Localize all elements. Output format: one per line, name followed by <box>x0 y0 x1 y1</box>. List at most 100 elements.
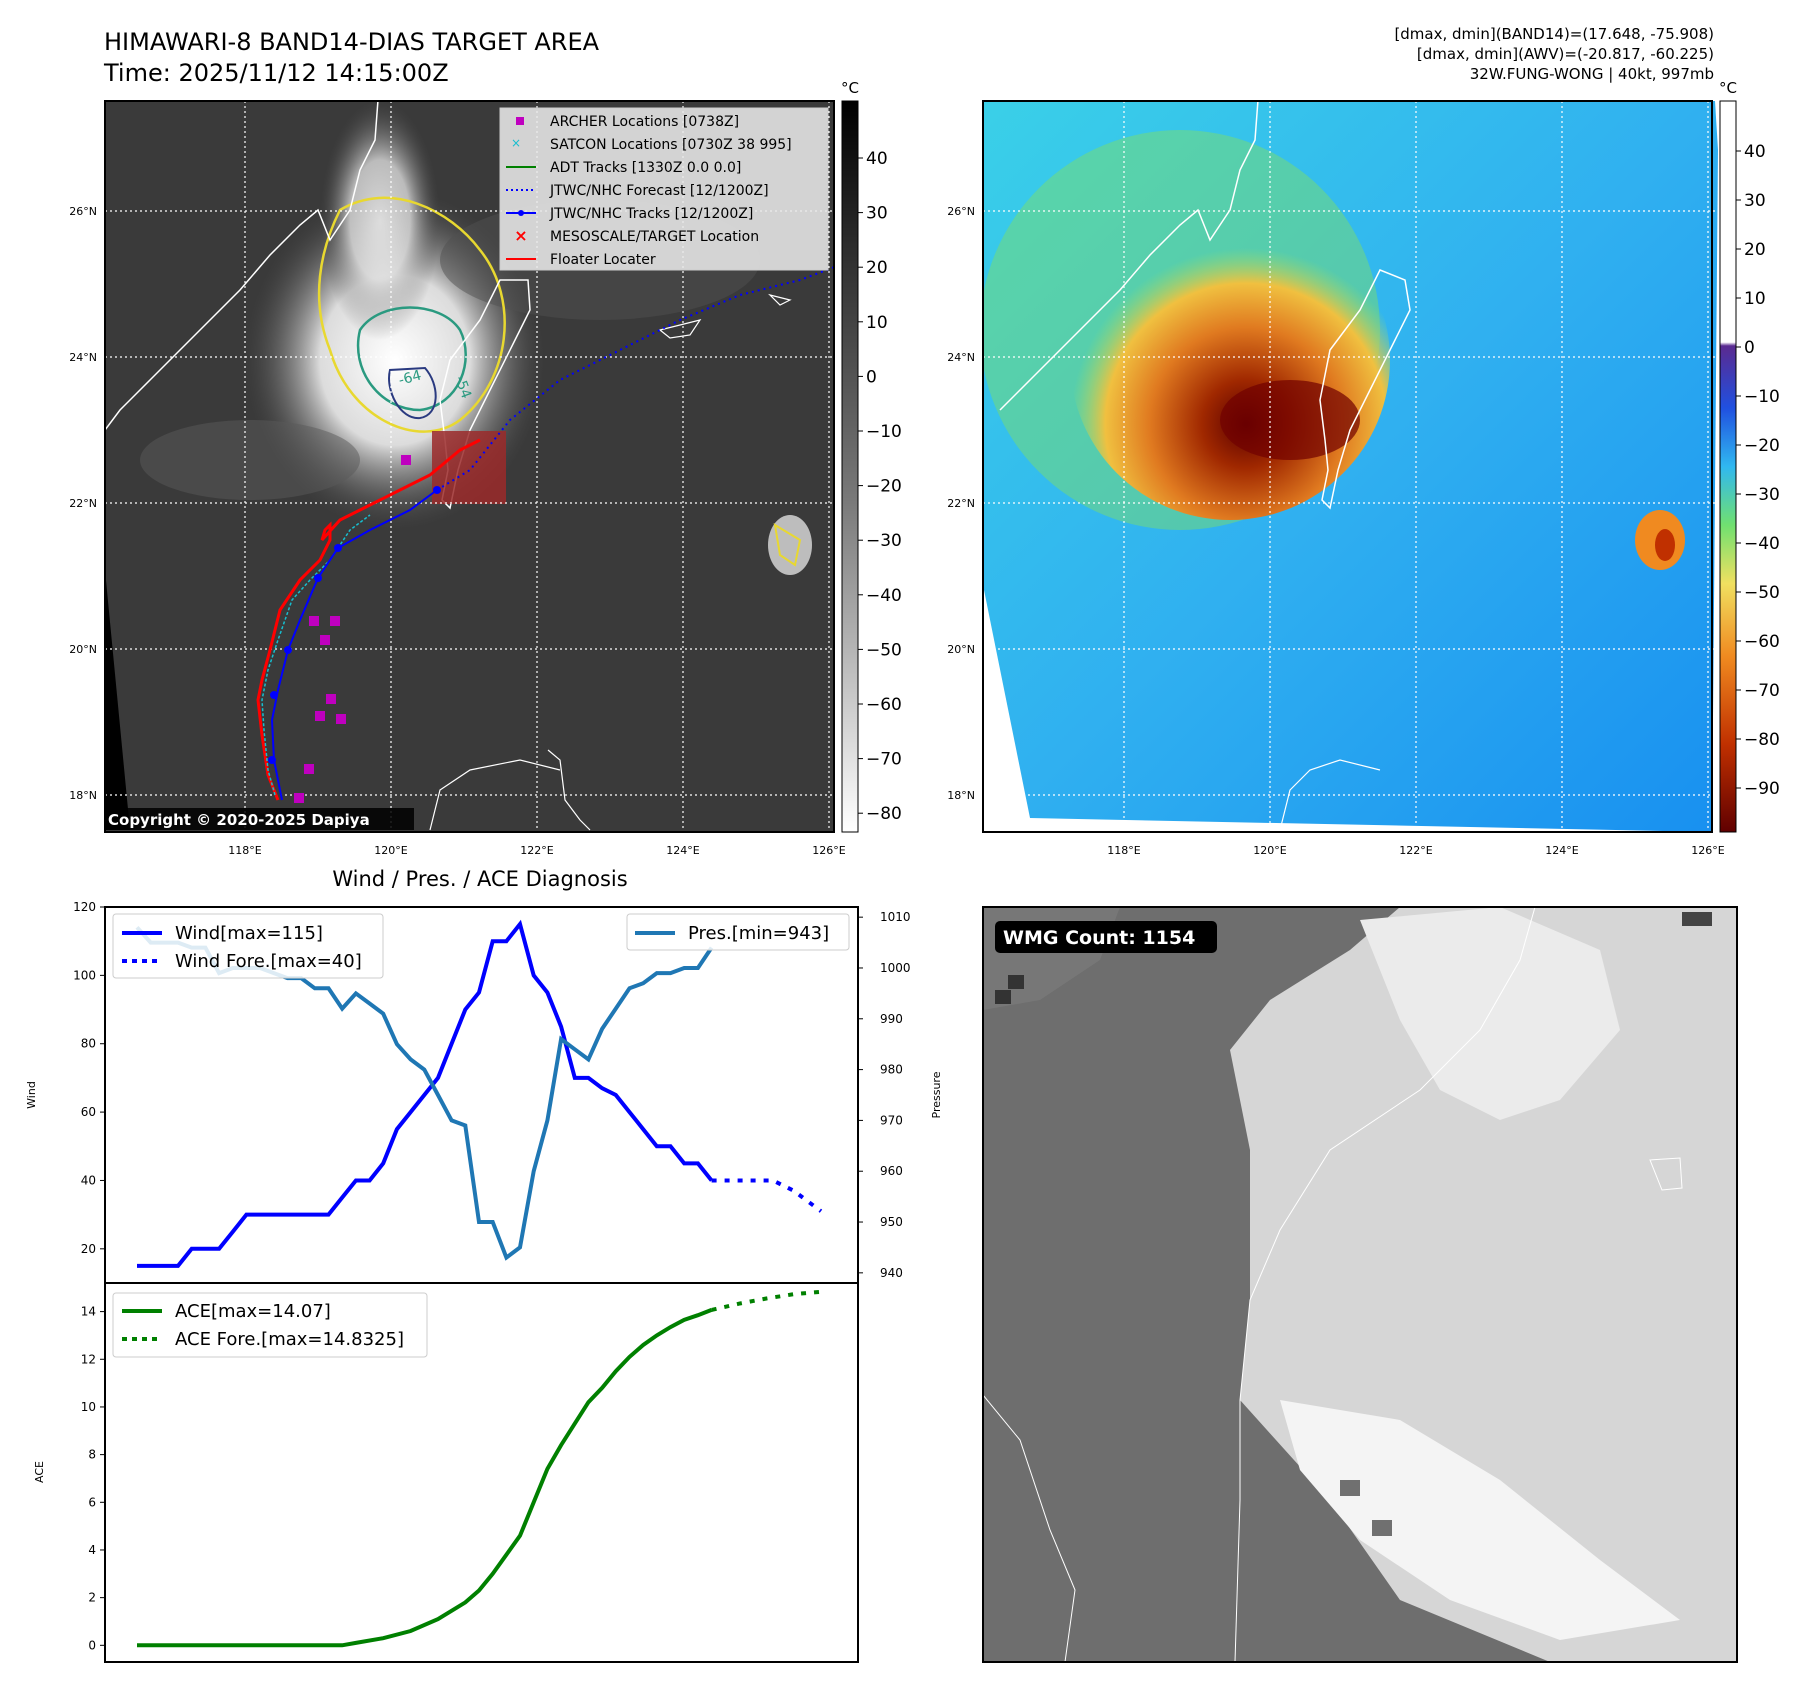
diagnosis-chart: Wind / Pres. / ACE Diagnosis 12010080604… <box>25 867 943 1663</box>
color-colorbar-unit: °C <box>1719 79 1737 97</box>
gray-colorbar <box>841 100 859 833</box>
color-colorbar-tick: −20 <box>1744 436 1780 456</box>
tr-lat-tick-24: 24°N <box>947 351 975 364</box>
ace-legend: ACE[max=14.07] ACE Fore.[max=14.8325] <box>112 1292 428 1358</box>
gray-colorbar-tick: 30 <box>866 204 888 224</box>
wmg-panel: WMG Count: 1154 <box>982 906 1738 1663</box>
ace-series-line-0 <box>137 1308 713 1648</box>
svg-text:×: × <box>511 136 521 150</box>
gray-colorbar-tick: 10 <box>866 313 888 333</box>
gray-colorbar-tick: −40 <box>866 586 902 606</box>
ace-y-tick: 4 <box>88 1543 96 1557</box>
legend-pressure: Pres.[min=943] <box>688 923 829 944</box>
tr-lat-tick-18: 18°N <box>947 789 975 802</box>
gray-colorbar-tick: 0 <box>866 367 877 387</box>
tl-lon-tick-122: 122°E <box>520 844 553 857</box>
contour-label-64: -64 <box>397 367 423 388</box>
ace-y-tick: 6 <box>88 1495 96 1509</box>
tr-lat-tick-26: 26°N <box>947 205 975 218</box>
color-colorbar-tick: −50 <box>1744 583 1780 603</box>
pressure-y-tick: 990 <box>880 1012 903 1026</box>
tr-lon-tick-124: 124°E <box>1545 844 1578 857</box>
tl-lat-tick-24: 24°N <box>69 351 97 364</box>
gray-colorbar-tick: −10 <box>866 422 902 442</box>
gray-colorbar-unit: °C <box>841 79 859 97</box>
tl-lat-tick-20: 20°N <box>69 643 97 656</box>
tr-lat-tick-20: 20°N <box>947 643 975 656</box>
ace-y-tick: 8 <box>88 1448 96 1462</box>
tl-lon-tick-126: 126°E <box>812 844 845 857</box>
pressure-y-tick: 980 <box>880 1063 903 1077</box>
gray-colorbar-tick: −50 <box>866 640 902 660</box>
tr-lon-tick-122: 122°E <box>1399 844 1432 857</box>
pressure-y-tick: 970 <box>880 1113 903 1127</box>
color-colorbar-tick: 30 <box>1744 191 1766 211</box>
legend-archer: ARCHER Locations [0738Z] <box>550 114 739 130</box>
color-colorbar-tick: −10 <box>1744 387 1780 407</box>
color-colorbar-tick: −40 <box>1744 534 1780 554</box>
jtwc-track <box>270 489 438 801</box>
color-colorbar <box>1719 100 1737 833</box>
pressure-y-tick: 1000 <box>880 961 911 975</box>
tr-lon-tick-126: 126°E <box>1691 844 1724 857</box>
tl-lat-tick-22: 22°N <box>69 497 97 510</box>
gray-colorbar-tick: −30 <box>866 531 902 551</box>
figure-title: HIMAWARI-8 BAND14-DIAS TARGET AREA <box>104 28 600 56</box>
ace-y-tick: 2 <box>88 1591 96 1605</box>
tr-lat-tick-22: 22°N <box>947 497 975 510</box>
tl-lat-tick-26: 26°N <box>69 205 97 218</box>
ace-y-tick: 10 <box>81 1400 96 1414</box>
series-line-1 <box>711 1178 823 1213</box>
floater-locater-track <box>256 438 481 801</box>
wind-y-tick: 40 <box>81 1173 96 1187</box>
tl-lat-tick-18: 18°N <box>69 789 97 802</box>
info-line-3: 32W.FUNG-WONG | 40kt, 997mb <box>1470 65 1714 83</box>
series-line-0 <box>137 919 714 1268</box>
gray-colorbar-tick: 20 <box>866 258 888 278</box>
color-colorbar-tick: −30 <box>1744 485 1780 505</box>
color-colorbar-tick: 40 <box>1744 142 1766 162</box>
legend-satcon: SATCON Locations [0730Z 38 995] <box>550 137 792 153</box>
ace-series-line-1 <box>711 1289 822 1312</box>
ace-y-tick: 0 <box>88 1638 96 1652</box>
legend-ace: ACE[max=14.07] <box>175 1301 331 1322</box>
gray-colorbar-tick: −20 <box>866 477 902 497</box>
pressure-y-tick: 950 <box>880 1215 903 1229</box>
wind-legend: Wind[max=115] Wind Fore.[max=40] <box>112 913 384 979</box>
wind-y-tick: 80 <box>81 1037 96 1051</box>
legend-adt: ADT Tracks [1330Z 0.0 0.0] <box>550 160 741 176</box>
contour-label-54: -54 <box>451 374 474 401</box>
figure-time: Time: 2025/11/12 14:15:00Z <box>103 59 449 87</box>
tl-lon-tick-124: 124°E <box>666 844 699 857</box>
gray-colorbar-tick: −80 <box>866 804 902 824</box>
wind-y-tick: 120 <box>73 900 96 914</box>
color-colorbar-tick: −80 <box>1744 730 1780 750</box>
wind-y-tick: 100 <box>73 968 96 982</box>
color-colorbar-tick: −60 <box>1744 632 1780 652</box>
adt-track <box>261 514 371 796</box>
color-colorbar-tick: 0 <box>1744 338 1755 358</box>
gray-colorbar-tick: 40 <box>866 149 888 169</box>
wind-y-tick: 20 <box>81 1242 96 1256</box>
legend-jtwc-forecast: JTWC/NHC Forecast [12/1200Z] <box>549 183 769 199</box>
legend-wind: Wind[max=115] <box>175 923 323 944</box>
legend-floater: Floater Locater <box>550 252 656 268</box>
legend-target: MESOSCALE/TARGET Location <box>550 229 759 245</box>
color-colorbar-tick: 10 <box>1744 289 1766 309</box>
diagnosis-title: Wind / Pres. / ACE Diagnosis <box>332 867 627 891</box>
tl-lon-tick-118: 118°E <box>228 844 261 857</box>
color-ir-map-panel: 118°E 120°E 122°E 124°E 126°E 26°N 24°N … <box>947 79 1780 857</box>
tr-lon-tick-120: 120°E <box>1253 844 1286 857</box>
pressure-y-tick: 1010 <box>880 910 911 924</box>
gray-colorbar-tick: −70 <box>866 750 902 770</box>
pressure-y-tick: 960 <box>880 1164 903 1178</box>
color-colorbar-tick: 20 <box>1744 240 1766 260</box>
legend-wind-fore: Wind Fore.[max=40] <box>175 951 362 972</box>
tr-lon-tick-118: 118°E <box>1107 844 1140 857</box>
svg-text:×: × <box>514 226 527 245</box>
pressure-axis-label: Pressure <box>930 1071 943 1118</box>
wind-axis-label: Wind <box>25 1081 38 1109</box>
color-colorbar-tick: −90 <box>1744 779 1780 799</box>
info-line-2: [dmax, dmin](AWV)=(-20.817, -60.225) <box>1417 45 1714 63</box>
gray-colorbar-tick: −60 <box>866 695 902 715</box>
